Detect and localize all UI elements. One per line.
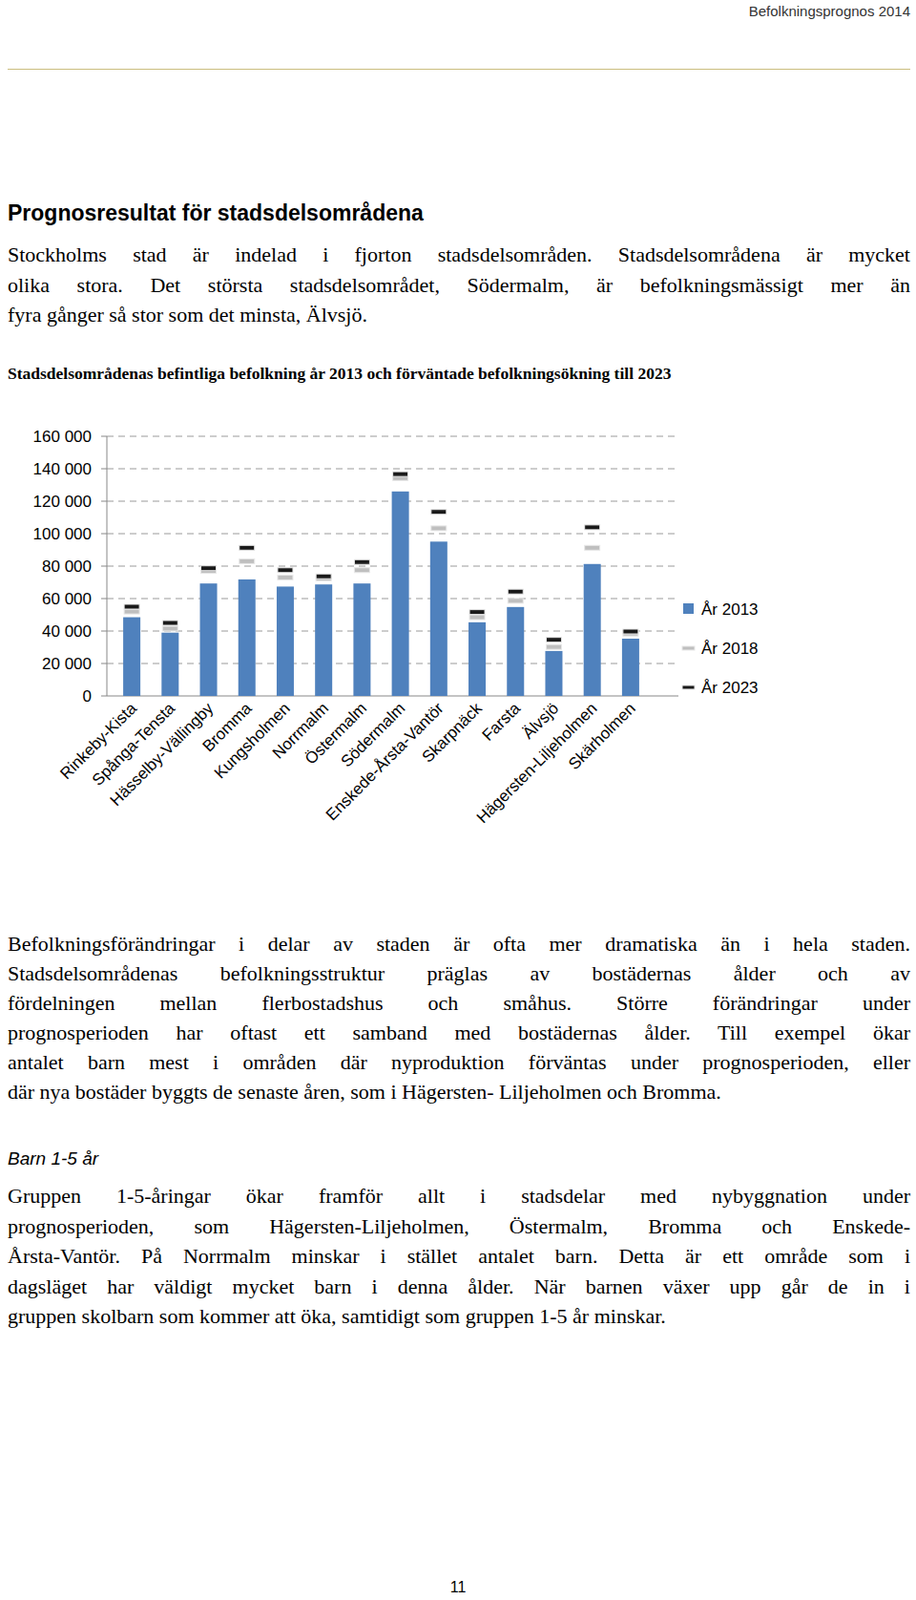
category-label: Skarpnäck [418,698,487,767]
bar [238,579,256,696]
tick-label: 80 000 [41,557,92,576]
subheading: Barn 1-5 år [7,1147,99,1169]
bar [468,622,486,696]
tick-label: 140 000 [33,459,92,479]
paragraph-line: prognosperioden, som Hägersten-Liljeholm… [7,1213,911,1239]
bar [506,606,524,696]
dash-marker [239,544,255,550]
plot-area [123,471,640,696]
tick-mark [101,598,107,600]
running-header: Befolkningsprognos 2014 [749,2,911,20]
tick-label: 60 000 [41,589,92,608]
tick-label: 0 [83,687,92,706]
legend-swatch [683,603,694,614]
bar [200,582,218,696]
tick-label: 100 000 [33,524,92,543]
dash-marker [124,603,140,609]
paragraph-line: dagsläget har väldigt mycket barn i denn… [7,1273,911,1299]
dash-marker [239,558,255,563]
tick-label: 160 000 [33,427,92,446]
dash-marker [545,637,562,643]
bar [314,583,333,696]
tick-mark [101,533,107,535]
legend-label: År 2023 [701,678,759,697]
bar [392,491,410,696]
dash-marker [315,573,332,579]
paragraph-line: antalet barn mest i områden där nyproduk… [7,1049,911,1075]
y-axis [106,436,108,696]
category-label: Skärholmen [564,698,640,773]
bar [161,632,179,696]
grid-line [106,468,679,470]
intro-line: olika stora. Det största stadsdelsområde… [7,272,911,298]
tick-mark [101,500,107,502]
page-number: 11 [448,1578,468,1596]
heading: Prognosresultat för stadsdelsområdena [7,200,424,227]
paragraph-line: Befolkningsförändringar i delar av stade… [7,931,911,957]
dash-marker [277,574,293,580]
dash-marker [162,620,178,625]
category-label: Hässelby-Vällingby [106,698,218,810]
dash-marker [353,559,370,564]
bar [123,617,141,696]
legend-label: År 2018 [701,639,759,658]
dash-marker [584,544,601,550]
tick-label: 120 000 [33,492,92,511]
paragraph-line: fördelningen mellan flerbostadshus och s… [7,990,911,1016]
dash-marker [545,644,562,649]
dash-marker [162,625,178,631]
bar [583,563,602,696]
paragraph-line: där nya bostäder byggts de senaste åren,… [7,1079,911,1104]
dash-marker [201,565,217,571]
dash-marker [124,608,140,614]
intro-line: fyra gånger så stor som det minsta, Älvs… [7,302,911,328]
grid-line [106,436,679,438]
tick-mark [101,468,107,470]
intro-line: Stockholms stad är indelad i fjorton sta… [7,242,911,268]
paragraph-line: Gruppen 1-5-åringar ökar framför allt i … [7,1183,911,1208]
tick-mark [101,663,107,665]
bar [622,638,640,696]
tick-label: 40 000 [41,622,92,641]
tick-mark [101,565,107,567]
tick-mark [101,436,107,438]
paragraph-line: Årsta-Vantör. På Norrmalm minskar i stäl… [7,1243,911,1269]
tick-label: 20 000 [41,654,92,673]
bar [544,650,563,696]
legend-swatch [682,685,695,689]
chart: 0 20 000 40 000 60 000 80 000 100 000 120 000 1… [0,0,916,1600]
dash-marker [584,524,601,530]
legend-label: År 2013 [701,600,759,619]
bar [353,582,371,696]
tick-mark [101,630,107,632]
paragraph-line: prognosperioden har oftast ett samband m… [7,1020,911,1045]
bar [430,541,448,696]
dash-marker [469,609,485,615]
category-label: Farsta [478,698,525,745]
dash-marker [353,567,370,573]
dash-marker [469,614,485,620]
legend-swatch [682,645,695,650]
dash-marker [507,598,523,604]
dash-marker [393,471,409,477]
dash-marker [431,509,447,515]
dash-marker [431,525,447,531]
dash-marker [507,588,523,594]
bar [276,585,294,696]
paragraph-line: gruppen skolbarn som kommer att öka, sam… [7,1303,911,1329]
chart-title: Stadsdelsområdenas befintliga befolkning… [7,363,671,384]
dash-marker [277,567,293,573]
header-rule [7,68,911,70]
paragraph-line: Stadsdelsområdenas befolkningsstruktur p… [7,960,911,986]
tick-mark [101,695,107,697]
dash-marker [623,628,639,634]
